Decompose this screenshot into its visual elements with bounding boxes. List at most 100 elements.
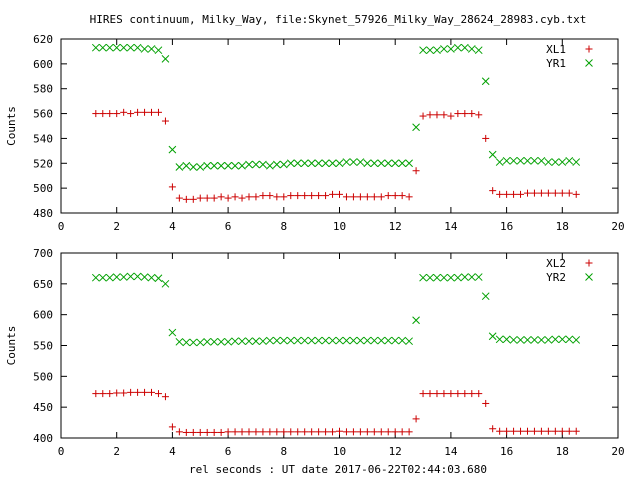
data-point: [189, 338, 198, 347]
x-tick-label: 20: [611, 445, 624, 458]
data-point: [384, 192, 392, 200]
data-point: [210, 428, 218, 436]
data-point: [516, 336, 525, 344]
data-point: [565, 427, 573, 435]
data-point: [259, 192, 267, 200]
data-point: [447, 45, 455, 53]
x-tick-label: 12: [389, 445, 402, 458]
y-tick-label: 600: [33, 309, 53, 322]
data-point: [544, 189, 552, 197]
x-tick-label: 0: [58, 220, 65, 233]
data-point: [405, 428, 413, 436]
y-tick-label: 500: [33, 182, 53, 195]
data-point: [182, 161, 191, 170]
data-point: [551, 189, 559, 197]
data-point: [537, 189, 545, 197]
data-point: [252, 337, 260, 346]
data-point: [412, 415, 420, 423]
data-point: [391, 159, 400, 168]
data-point: [516, 156, 525, 165]
data-point: [481, 77, 490, 86]
data-point: [398, 336, 407, 345]
data-point: [363, 193, 371, 201]
data-point: [210, 194, 218, 202]
data-point: [322, 428, 330, 436]
data-point: [433, 46, 441, 55]
data-point: [495, 335, 504, 344]
data-point: [342, 158, 351, 166]
data-point: [245, 193, 253, 201]
data-point: [496, 190, 504, 198]
data-point: [294, 428, 302, 436]
chart-title: HIRES continuum, Milky_Way, file:Skynet_…: [90, 13, 587, 26]
data-point: [384, 428, 392, 436]
x-tick-label: 14: [444, 220, 458, 233]
data-point: [99, 390, 107, 398]
data-point: [544, 336, 553, 344]
data-point: [370, 159, 379, 168]
data-point: [321, 159, 330, 168]
data-point: [391, 336, 400, 345]
data-point: [238, 428, 246, 436]
data-point: [377, 193, 385, 201]
data-point: [134, 108, 142, 116]
data-point: [272, 336, 281, 345]
data-point: [503, 427, 511, 435]
data-point: [133, 272, 142, 281]
data-point: [489, 187, 497, 195]
data-point: [203, 161, 212, 170]
data-point: [196, 194, 204, 202]
series-XL2: [92, 388, 580, 436]
data-point: [133, 43, 142, 52]
data-point: [273, 193, 281, 201]
data-point: [454, 273, 462, 282]
y-tick-label: 700: [33, 247, 53, 260]
data-point: [530, 427, 538, 435]
y-tick-label: 520: [33, 157, 53, 170]
data-point: [168, 423, 176, 431]
data-point: [231, 337, 239, 346]
data-point: [349, 428, 357, 436]
x-tick-label: 14: [444, 445, 458, 458]
data-point: [558, 158, 567, 166]
data-point: [523, 189, 531, 197]
data-point: [293, 159, 302, 168]
x-axis-label: rel seconds : UT date 2017-06-22T02:44:0…: [189, 463, 487, 476]
data-point: [314, 336, 323, 345]
data-point: [266, 336, 274, 345]
legend-marker: [585, 59, 593, 67]
x-tick-label: 18: [556, 220, 569, 233]
data-point: [398, 159, 407, 168]
data-point: [231, 428, 239, 436]
data-point: [300, 159, 309, 168]
legend-label: YR1: [546, 57, 566, 70]
data-point: [301, 428, 309, 436]
data-point: [279, 336, 288, 345]
data-point: [412, 167, 420, 175]
data-point: [454, 390, 462, 398]
data-point: [161, 279, 170, 288]
data-point: [336, 190, 343, 198]
data-point: [509, 336, 518, 344]
data-point: [119, 43, 128, 52]
data-point: [126, 43, 135, 52]
data-point: [238, 337, 246, 346]
data-point: [426, 46, 434, 55]
data-point: [454, 110, 462, 118]
data-point: [356, 193, 364, 201]
data-point: [98, 43, 107, 52]
data-point: [356, 158, 365, 166]
y-tick-label: 580: [33, 83, 53, 96]
data-point: [509, 156, 518, 165]
data-point: [112, 273, 121, 281]
y-axis-label: Counts: [5, 106, 18, 146]
data-point: [433, 390, 441, 398]
data-point: [426, 273, 434, 282]
top-panel: 0 2 4 6 8 10 12 14 16 18 20 480 500 520 540 560 580 600 62…: [5, 33, 625, 233]
data-point: [467, 273, 476, 281]
data-point: [210, 161, 219, 170]
data-point: [245, 428, 253, 436]
data-point: [322, 192, 330, 200]
legend-label: XL2: [546, 257, 566, 270]
